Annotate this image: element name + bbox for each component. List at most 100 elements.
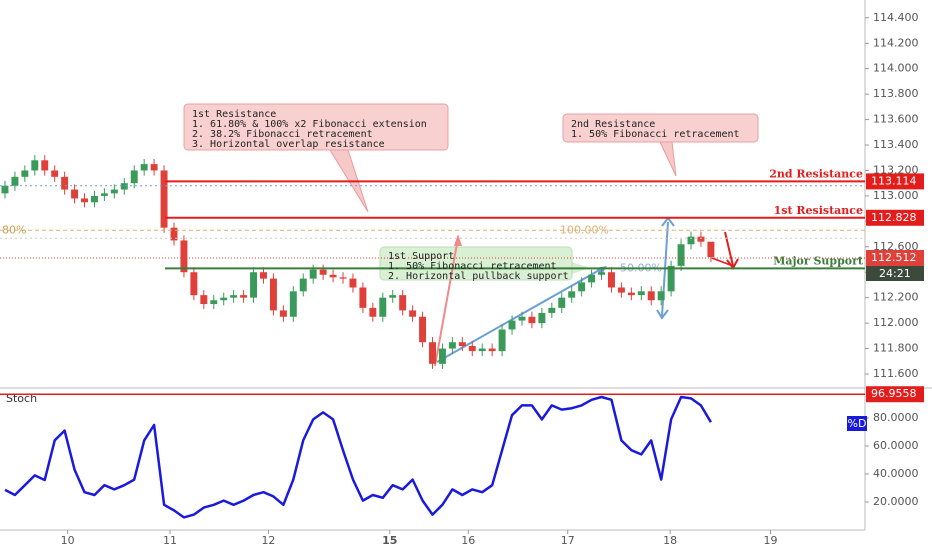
level-name: 2nd Resistance (769, 167, 863, 180)
level-label: 113.114 (871, 174, 917, 187)
candle-body (568, 291, 576, 298)
candle-body (51, 170, 59, 177)
y2-tick-label: 40.0000 (873, 467, 919, 480)
candle-body (438, 348, 446, 364)
candle-body (429, 342, 436, 364)
candle-body (419, 316, 427, 343)
stoch-name: %D (848, 417, 867, 430)
level-name: 1st Resistance (774, 204, 863, 217)
candle-body (518, 316, 526, 321)
arrow (434, 237, 459, 367)
level-label: 112.828 (871, 211, 917, 224)
candle-body (707, 241, 715, 257)
candle-body (598, 272, 606, 275)
candle-body (299, 278, 307, 292)
y-tick-label: 113.400 (873, 138, 919, 151)
candle-body (468, 346, 476, 352)
candle-body (319, 269, 327, 275)
y-tick-label: 113.600 (873, 113, 919, 126)
annotation-box (379, 246, 573, 281)
candle-body (488, 348, 496, 352)
candle-body (210, 300, 218, 305)
y-tick-label: 113.800 (873, 87, 919, 100)
y-tick-label: 113.000 (873, 189, 919, 202)
candle-body (339, 277, 347, 279)
arrow-head (656, 309, 669, 320)
fib-edge-label: 80% (2, 223, 26, 236)
candle-body (110, 189, 118, 194)
candle-body (269, 278, 277, 311)
annotation-title: 1st Support (388, 251, 454, 262)
candle-body (409, 310, 417, 317)
candle-body (448, 342, 456, 349)
candle-body (1, 185, 9, 194)
candle-body (558, 297, 566, 308)
annotation-line: 1. 50% Fibonacci retracement (388, 261, 557, 272)
candle-body (41, 160, 49, 171)
annotation-title: 2nd Resistance (571, 119, 655, 130)
candle-body (458, 342, 466, 347)
candle-body (230, 295, 238, 298)
candle-body (379, 297, 387, 317)
candle-body (200, 295, 208, 305)
candle-body (81, 198, 88, 203)
annotation-title: 1st Resistance (192, 109, 276, 120)
candle-body (289, 291, 297, 317)
candle-body (578, 282, 586, 292)
candle-body (130, 170, 138, 184)
candle-body (498, 329, 506, 352)
y-tick-label: 112.000 (873, 316, 919, 329)
annotation-line: 1. 61.80% & 100% x2 Fibonacci extension (192, 119, 427, 130)
candle-body (329, 274, 337, 278)
candle-body (180, 240, 188, 273)
candle-body (607, 272, 615, 288)
y-tick-label: 113.200 (873, 163, 919, 176)
level-label-box (866, 173, 924, 190)
candle-body (140, 164, 148, 171)
candle-body (617, 287, 625, 293)
candle-body (31, 160, 39, 171)
y-tick-label: 114.400 (873, 11, 919, 24)
candle-body (647, 291, 655, 301)
x-tick-label: 16 (461, 534, 475, 547)
candle-body (548, 307, 556, 313)
candle-body (120, 183, 128, 190)
level-label-box (866, 209, 924, 226)
candle-body (150, 164, 158, 171)
y-tick-label: 112.600 (873, 240, 919, 253)
x-tick-label: 15 (382, 534, 397, 547)
candle-body (170, 227, 178, 241)
candle-body (508, 320, 516, 330)
candle-body (71, 189, 79, 199)
candle-body (100, 193, 108, 196)
y-tick-label: 111.600 (873, 367, 919, 380)
candle-body (369, 307, 377, 317)
x-tick-label: 11 (163, 534, 177, 547)
arrow (724, 231, 734, 267)
annotation-line: 2. 38.2% Fibonacci retracement (192, 129, 373, 140)
countdown-box (866, 265, 924, 281)
stoch-level-box (866, 386, 924, 403)
stoch-label: Stoch (6, 392, 37, 405)
annotation-line: 3. Horizontal overlap resistance (192, 139, 385, 150)
x-tick-label: 17 (561, 534, 575, 547)
candle-body (528, 316, 536, 324)
countdown: 24:21 (879, 267, 911, 280)
x-tick-label: 12 (261, 534, 275, 547)
candle-body (240, 295, 248, 298)
candle-body (21, 170, 29, 177)
arrow-head (454, 234, 462, 246)
x-tick-label: 19 (764, 534, 778, 547)
level-name: Major Support (773, 254, 864, 267)
stoch-level-label: 96.9558 (871, 387, 917, 400)
candle-body (588, 274, 596, 283)
arrow (436, 267, 604, 363)
candle-body (220, 297, 228, 301)
y-tick-label: 114.200 (873, 36, 919, 49)
candle-body (389, 295, 397, 298)
y2-tick-label: 20.0000 (873, 495, 919, 508)
y-tick-label: 112.200 (873, 291, 919, 304)
candle-body (349, 278, 357, 288)
annotation-line: 2. Horizontal pullback support (388, 271, 569, 282)
